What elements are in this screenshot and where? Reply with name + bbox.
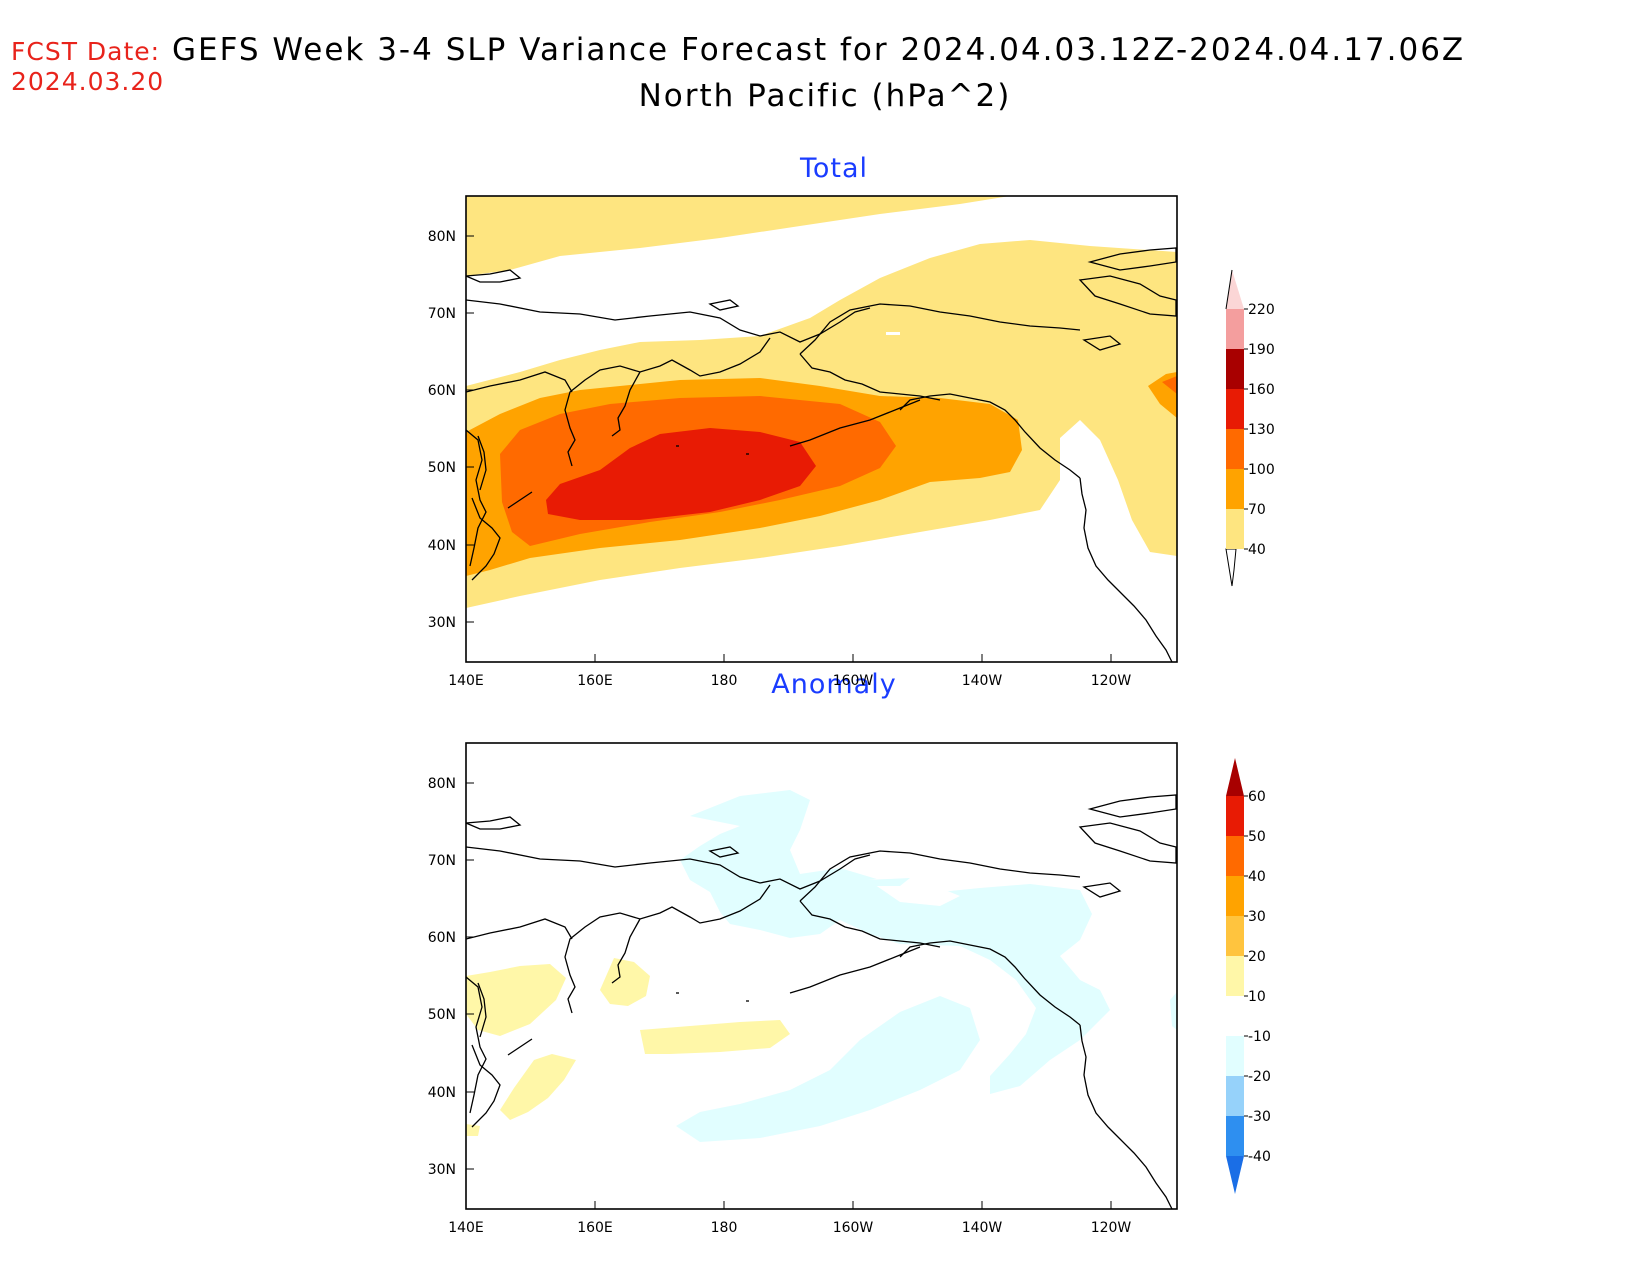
anomaly-colorbar-label: 50 [1248,829,1266,845]
total-lon-label: 140W [962,673,1003,689]
anomaly-lat-label: 70N [428,853,456,869]
anomaly-neg-north [680,790,1110,1094]
total-lat-label: 80N [428,229,456,245]
total-colorbar-label: 160 [1248,382,1275,398]
total-lat-label: 30N [428,615,456,631]
anomaly-map [466,743,1177,1209]
anomaly-colorbar-label: 10 [1248,989,1266,1005]
anomaly-neg-central [676,996,980,1142]
anomaly-colorbar-label: 30 [1248,909,1266,925]
total-lat-label: 40N [428,538,456,554]
total-colorbar-label: 100 [1248,462,1275,478]
total-map-frame [465,195,1178,663]
total-contour-130 [546,428,816,520]
total-colorbar-swatch [1226,389,1244,429]
anomaly-colorbar-swatch [1226,1076,1244,1116]
total-lat-label: 70N [428,306,456,322]
forecast-date-value: 2024.03.20 [11,67,165,96]
total-colorbar-label: 190 [1248,342,1275,358]
anomaly-lon-label: 140E [448,1220,484,1236]
anomaly-colorbar-swatch [1226,876,1244,916]
anomaly-map-frame [465,742,1178,1210]
total-colorbar-swatch [1226,349,1244,389]
anomaly-colorbar-swatch [1226,1116,1244,1156]
total-colorbar-label: 40 [1248,542,1266,558]
panel-title-total: Total [799,153,869,184]
anomaly-lat-label: 30N [428,1162,456,1178]
anomaly-pos-southwest [500,1054,576,1120]
anomaly-colorbar-swatch [1226,796,1244,836]
anomaly-colorbar-label: -40 [1248,1149,1271,1165]
anomaly-lon-label: 180 [711,1220,738,1236]
anomaly-pos-kamchatka [600,958,650,1006]
main-subtitle: North Pacific (hPa^2) [638,78,1012,114]
anomaly-colorbar-swatch [1226,916,1244,956]
total-lat-label: 50N [428,460,456,476]
anomaly-lat-label: 60N [428,930,456,946]
total-colorbar-swatch [1226,429,1244,469]
anomaly-pos-central [640,1020,790,1054]
anomaly-lat-label: 80N [428,776,456,792]
anomaly-colorbar-label: 60 [1248,789,1266,805]
anomaly-colorbar-label: -10 [1248,1029,1271,1045]
total-lon-label: 140E [448,673,484,689]
anomaly-colorbar-label: -20 [1248,1069,1271,1085]
total-lon-label: 160E [577,673,613,689]
anomaly-colorbar-swatch [1226,1036,1244,1076]
anomaly-colorbar-label: -30 [1248,1109,1271,1125]
anomaly-lon-label: 120W [1091,1220,1132,1236]
total-contour-40-arctic [466,196,1010,276]
total-axes [465,235,1112,662]
total-colorbar-swatch [1226,469,1244,509]
total-map [466,196,1177,662]
anomaly-colorbar-swatch [1226,836,1244,876]
anomaly-lon-label: 160W [833,1220,874,1236]
anomaly-lat-label: 40N [428,1085,456,1101]
anomaly-lon-label: 160E [577,1220,613,1236]
panel-title-anomaly: Anomaly [771,669,897,700]
total-lon-label: 120W [1091,673,1132,689]
main-title: GEFS Week 3-4 SLP Variance Forecast for … [172,32,1466,68]
anomaly-lon-label: 140W [962,1220,1003,1236]
total-colorbar: 40 70 100 130 160 190 220 [1225,269,1275,587]
anomaly-colorbar-swatch [1226,956,1244,996]
total-lat-label: 60N [428,383,456,399]
anomaly-pos-west [466,964,566,1036]
total-colorbar-label: 220 [1248,302,1275,318]
forecast-date-label: FCST Date: [11,37,161,66]
total-lon-label: 160W [833,673,874,689]
anomaly-colorbar-label: 40 [1248,869,1266,885]
anomaly-axes [465,782,1112,1209]
anomaly-colorbar: -40 -30 -20 -10 10 20 30 40 50 60 [1226,758,1271,1194]
total-lon-label: 180 [711,673,738,689]
total-colorbar-label: 70 [1248,502,1266,518]
anomaly-colorbar-label: 20 [1248,949,1266,965]
anomaly-colorbar-swatch [1226,996,1244,1036]
forecast-date: FCST Date: 2024.03.20 [11,36,164,97]
total-colorbar-swatch [1226,509,1244,549]
total-colorbar-label: 130 [1248,422,1275,438]
anomaly-lat-label: 50N [428,1007,456,1023]
total-colorbar-swatch [1226,309,1244,349]
